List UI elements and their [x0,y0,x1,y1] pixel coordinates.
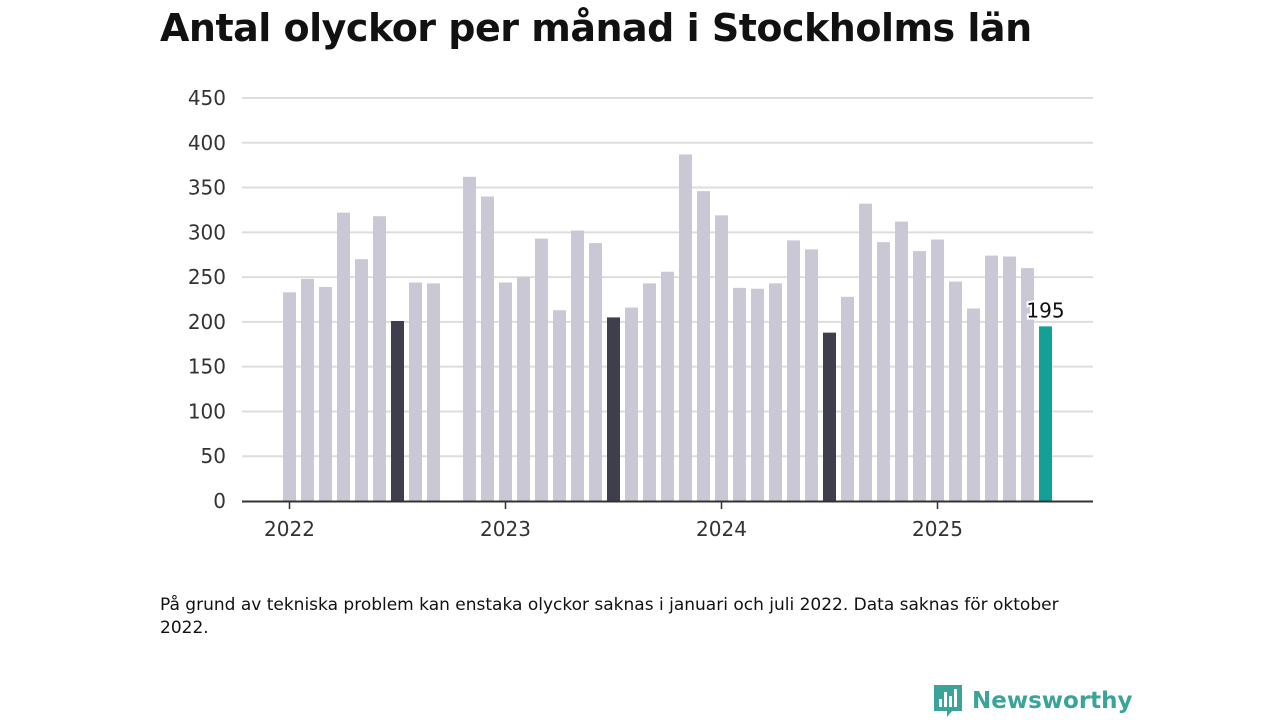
bar-2022-03 [319,286,332,501]
bar-2023-01 [499,282,512,501]
bar-2023-09 [643,283,656,501]
bar-2024-06 [805,249,818,501]
x-tick-label: 2024 [696,517,747,541]
bar-2023-11 [679,154,692,502]
bar-2022-11 [463,176,476,501]
bar-2024-12 [913,251,926,501]
bar-chart: 0 50 100 150 200 250 300 350 400 450 2022 2023 2024… [188,86,1093,541]
bar-2025-04 [985,255,998,501]
bar-2025-06 [1021,268,1034,501]
bar-2022-04 [337,212,350,501]
bar-2025-05 [1003,256,1016,501]
x-axis-ticks: 2022 2023 2024 2025 [264,501,963,541]
brand-name: Newsworthy [972,688,1133,714]
y-tick-label: 50 [201,444,226,468]
data-labels: 195 [1024,296,1066,324]
brand-logo[interactable]: Newsworthy [932,682,1133,720]
bar-2022-07 [391,320,404,501]
bar-2024-01 [715,215,728,501]
newsworthy-logo-icon [934,685,962,717]
y-axis-ticks: 0 50 100 150 200 250 300 350 400 450 [188,86,226,513]
bars [283,154,1052,502]
bar-2022-05 [355,259,368,501]
bar-2022-06 [373,216,386,502]
bar-2024-09 [859,203,872,502]
bar-2022-01 [283,292,296,501]
y-tick-label: 300 [188,220,226,244]
y-tick-label: 250 [188,265,226,289]
bar-2025-02 [949,281,962,501]
bar-2023-12 [697,191,710,502]
bar-2024-08 [841,296,854,501]
bar-2023-03 [535,238,548,501]
y-tick-label: 350 [188,176,226,200]
bar-2023-06 [589,243,602,501]
y-tick-label: 200 [188,310,226,334]
y-tick-label: 100 [188,399,226,423]
bar-2024-11 [895,221,908,501]
bar-2025-03 [967,308,980,501]
data-label-latest: 195 [1026,298,1064,322]
bar-2023-08 [625,307,638,501]
bar-2023-04 [553,310,566,501]
y-tick-label: 150 [188,355,226,379]
bar-2022-08 [409,282,422,501]
bar-2024-04 [769,283,782,501]
x-tick-label: 2022 [264,517,315,541]
bar-2024-07 [823,332,836,501]
y-tick-label: 400 [188,131,226,155]
bar-2025-01 [931,239,944,501]
x-tick-label: 2023 [480,517,531,541]
bar-2023-07 [607,317,620,501]
footnote: På grund av tekniska problem kan enstaka… [160,595,1059,638]
bar-2022-02 [301,278,314,501]
x-tick-label: 2025 [912,517,963,541]
bar-2023-10 [661,271,674,501]
y-tick-label: 450 [188,86,226,110]
y-tick-label: 0 [213,489,226,513]
bar-2024-02 [733,287,746,501]
bar-2024-03 [751,288,764,501]
bar-2023-02 [517,277,530,501]
bar-2024-05 [787,240,800,502]
bar-2022-09 [427,283,440,501]
chart-title: Antal olyckor per månad i Stockholms län [160,6,1032,50]
bar-2022-12 [481,196,494,501]
bar-2025-07 [1039,326,1052,501]
bar-2023-05 [571,230,584,501]
bar-2024-10 [877,242,890,501]
